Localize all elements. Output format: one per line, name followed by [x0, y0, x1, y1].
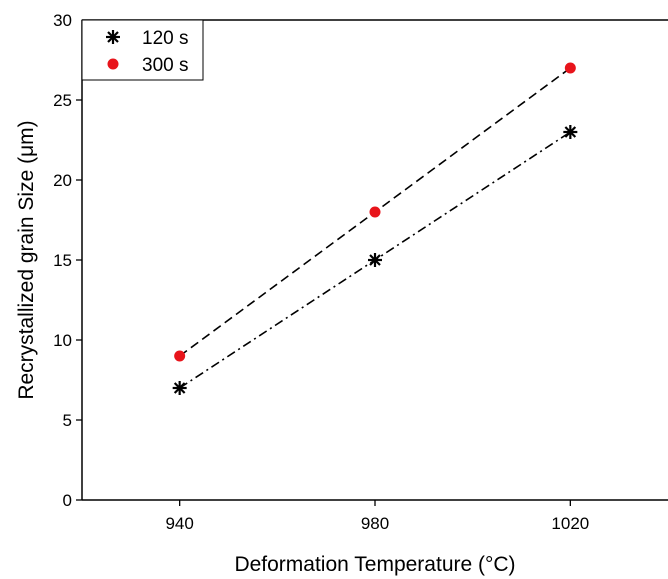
legend-marker-120s: [106, 30, 120, 44]
x-tick-label: 940: [165, 514, 193, 533]
x-tick-label: 980: [361, 514, 389, 533]
y-tick-label: 15: [53, 251, 72, 270]
data-point-series-0: [368, 253, 382, 267]
data-markers: [172, 62, 578, 395]
y-ticks: 0 5 10 15 20 25 30: [53, 11, 82, 510]
fit-lines: [179, 67, 571, 389]
legend-label-120s: 120 s: [142, 28, 188, 49]
y-tick-label: 10: [53, 331, 72, 350]
data-point-series-0: [172, 381, 187, 395]
data-point-series-1: [174, 350, 186, 362]
data-point-series-0: [563, 125, 578, 139]
x-tick-label: 1020: [551, 514, 589, 533]
data-point-series-1: [369, 206, 381, 218]
legend-marker-300s: [107, 58, 119, 70]
y-tick-label: 30: [53, 11, 72, 30]
y-tick-label: 0: [63, 491, 72, 510]
x-axis-title: Deformation Temperature (°C): [234, 553, 515, 576]
data-point-series-1: [564, 62, 576, 74]
y-tick-label: 20: [53, 171, 72, 190]
legend-label-300s: 300 s: [142, 55, 188, 76]
y-tick-label: 5: [63, 411, 72, 430]
legend-box: [81, 19, 204, 81]
x-ticks: 940 980 1020: [165, 500, 589, 533]
legend: 120 s 300 s: [81, 19, 204, 81]
y-tick-label: 25: [53, 91, 72, 110]
y-axis-title: Recrystallized grain Size (μm): [15, 120, 38, 399]
